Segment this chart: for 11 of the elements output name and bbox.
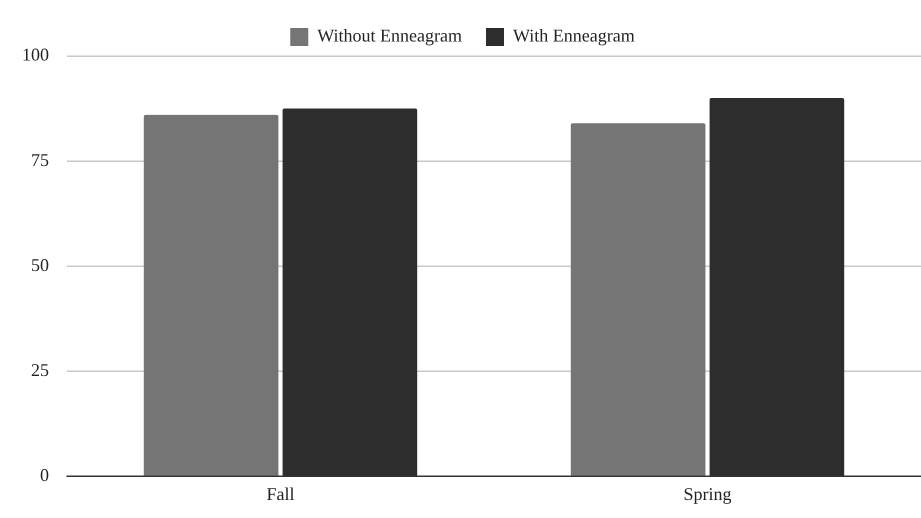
- bar: [144, 114, 278, 476]
- y-tick-label: 50: [31, 254, 49, 275]
- y-tick-label: 100: [22, 44, 49, 65]
- y-tick-label: 0: [40, 465, 49, 486]
- x-tick-label: Fall: [266, 484, 295, 504]
- legend-label: Without Enneagram: [317, 26, 462, 46]
- bar: [570, 123, 706, 476]
- y-tick-label: 75: [31, 150, 49, 170]
- legend-label: With Enneagram: [513, 26, 635, 46]
- x-tick-label: Spring: [683, 484, 732, 504]
- y-tick-label: 25: [31, 360, 49, 380]
